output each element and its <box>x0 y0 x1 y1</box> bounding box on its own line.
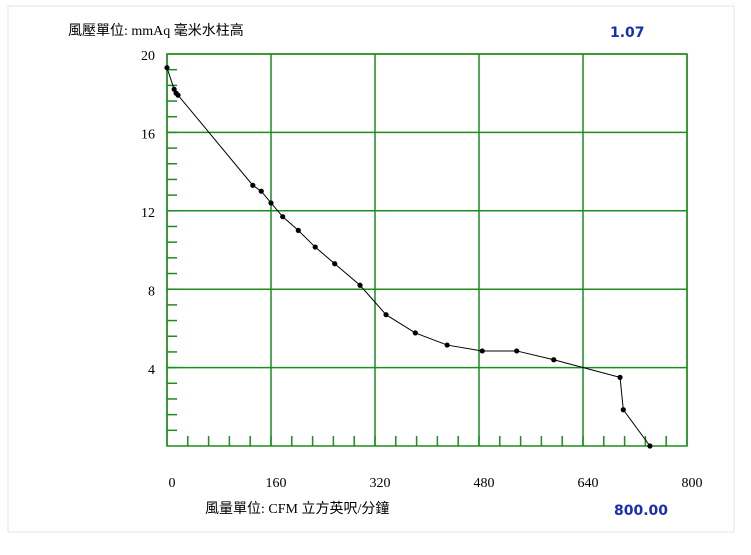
y-axis-label: 風壓單位: mmAq 毫米水柱高 <box>68 22 244 39</box>
data-point <box>617 374 623 380</box>
data-point <box>620 407 626 413</box>
y-tick-label: 16 <box>141 128 155 143</box>
data-point <box>357 282 363 288</box>
x-tick-label: 640 <box>578 476 599 491</box>
data-point <box>332 261 338 267</box>
y-tick-label: 12 <box>141 206 155 221</box>
readout-y: 1.07 <box>610 25 645 41</box>
data-point <box>175 92 181 98</box>
data-point <box>250 182 256 188</box>
data-point <box>514 348 520 354</box>
frame <box>7 5 735 533</box>
data-point <box>383 312 389 318</box>
data-point <box>258 188 264 194</box>
y-tick-label: 20 <box>141 49 155 64</box>
data-point <box>164 65 170 71</box>
data-point <box>647 443 653 449</box>
data-point <box>295 227 301 233</box>
x-tick-label: 800 <box>682 476 703 491</box>
y-tick-label: 8 <box>148 284 155 299</box>
x-tick-label: 480 <box>474 476 495 491</box>
data-point <box>171 86 177 92</box>
x-tick-label: 320 <box>370 476 391 491</box>
x-tick-label: 0 <box>169 476 176 491</box>
data-point <box>551 357 557 363</box>
x-axis-label: 風量單位: CFM 立方英呎/分鐘 <box>205 500 389 517</box>
data-point <box>268 200 274 206</box>
data-point <box>280 214 286 220</box>
data-point <box>412 330 418 336</box>
readout-x: 800.00 <box>614 503 668 519</box>
x-tick-label: 160 <box>266 476 287 491</box>
data-point <box>312 244 318 250</box>
data-point <box>444 342 450 348</box>
y-tick-label: 4 <box>148 363 155 378</box>
data-point <box>479 348 485 354</box>
